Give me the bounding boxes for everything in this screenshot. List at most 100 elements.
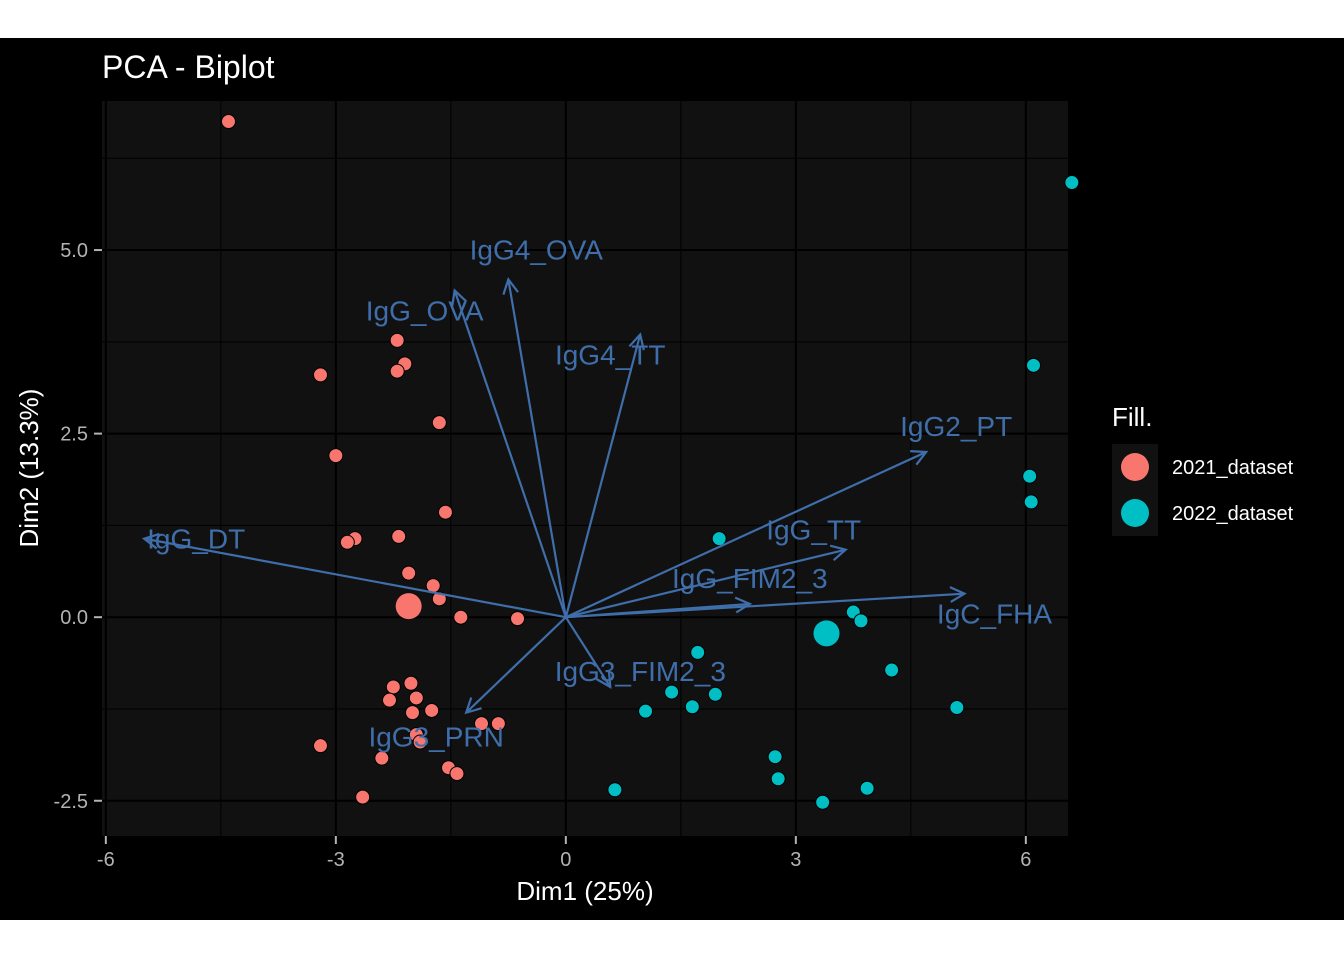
data-point-2021-dataset — [449, 766, 465, 782]
variable-label-igg4-tt: IgG4_TT — [555, 339, 665, 370]
arrowhead-igg-tt — [829, 544, 848, 562]
data-point-2022-dataset — [767, 749, 783, 765]
data-point-2022-dataset — [1026, 357, 1041, 373]
data-point-2021-dataset — [490, 716, 506, 732]
data-point-2021-dataset — [328, 448, 344, 464]
variable-label-igg4-ova: IgG4_OVA — [470, 234, 604, 265]
data-point-2021-dataset — [355, 789, 371, 805]
variable-label-igc-fha: IgC_FHA — [937, 599, 1052, 630]
x-axis: -6 -3 0 3 6 — [97, 836, 1031, 871]
legend-label-2022-dataset: 2022_dataset — [1172, 503, 1294, 525]
data-point-2021-dataset — [453, 609, 469, 625]
data-point-2022-dataset — [949, 700, 965, 716]
arrow-igg3-prn — [465, 616, 567, 714]
arrow-igg2-pt — [565, 450, 927, 619]
x-tick-label: -3 — [327, 849, 345, 871]
x-axis-title: Dim1 (25%) — [516, 876, 653, 906]
data-point-2021-dataset — [474, 716, 489, 732]
data-point-2022-dataset — [1022, 468, 1038, 484]
arrowhead-igg-ova — [451, 288, 468, 307]
data-point-2021-dataset — [408, 690, 424, 706]
group-centroids — [395, 593, 840, 647]
data-points — [221, 114, 1080, 810]
arrowhead-igg-dt — [141, 532, 160, 550]
arrow-igg3-fim2-3 — [564, 616, 612, 688]
data-point-2022-dataset — [711, 531, 727, 547]
data-point-2021-dataset — [313, 738, 328, 754]
variable-label-igg-dt: IgG_DT — [147, 524, 245, 555]
data-point-2021-dataset — [389, 332, 405, 348]
data-point-2021-dataset — [403, 675, 419, 691]
data-point-2022-dataset — [684, 699, 700, 715]
data-point-2021-dataset — [431, 415, 447, 431]
data-point-2021-dataset — [313, 367, 328, 383]
figure-canvas: PCA - Biplot IgG4_OVA IgG_OVA IgG4_TT IgG2_… — [0, 38, 1344, 920]
centroid-2022-dataset — [813, 620, 840, 647]
arrowhead-igg4-ova — [502, 277, 519, 295]
y-tick-label: -2.5 — [54, 791, 88, 813]
legend: Fill. 2021_dataset 2022_dataset — [1112, 402, 1294, 536]
arrow-igg4-ova — [507, 279, 567, 618]
variable-label-igg-tt: IgG_TT — [766, 515, 861, 546]
x-tick-label: 0 — [560, 849, 571, 871]
data-point-2022-dataset — [884, 662, 900, 678]
variable-label-igg-ova: IgG_OVA — [366, 295, 484, 326]
arrowhead-igg4-tt — [628, 332, 645, 351]
variable-label-igg3-prn: IgG3_PRN — [368, 722, 503, 753]
data-point-2021-dataset — [221, 114, 236, 130]
data-point-2021-dataset — [437, 504, 453, 520]
grid-lines — [102, 101, 1068, 836]
data-point-2022-dataset — [607, 782, 623, 798]
y-axis: -2.5 0.0 2.5 5.0 — [54, 240, 102, 813]
arrowhead-igc-fha — [949, 586, 967, 603]
legend-label-2021-dataset: 2021_dataset — [1172, 457, 1294, 479]
variable-label-igg2-pt: IgG2_PT — [900, 411, 1012, 442]
y-tick-label: 2.5 — [60, 424, 88, 446]
data-point-2022-dataset — [1023, 494, 1039, 510]
legend-key-2022-dataset — [1121, 499, 1149, 527]
variable-label-igg3-fim2-3: IgG3_FIM2_3 — [555, 656, 726, 687]
legend-title: Fill. — [1112, 402, 1152, 432]
data-point-2022-dataset — [690, 644, 706, 660]
y-axis-title: Dim2 (13.3%) — [14, 389, 44, 548]
data-point-2021-dataset — [510, 611, 526, 627]
centroid-2021-dataset — [395, 593, 422, 620]
data-point-2021-dataset — [339, 534, 355, 550]
x-tick-label: 3 — [790, 849, 801, 871]
pca-biplot-chart: PCA - Biplot IgG4_OVA IgG_OVA IgG4_TT IgG2_… — [14, 49, 1294, 906]
arrowhead-igg3-fim2-3 — [595, 670, 612, 689]
data-point-2022-dataset — [664, 684, 680, 700]
data-point-2021-dataset — [382, 692, 397, 708]
data-point-2021-dataset — [412, 734, 428, 750]
data-point-2021-dataset — [405, 705, 420, 721]
arrow-igg-tt — [565, 548, 846, 619]
chart-title: PCA - Biplot — [102, 49, 275, 85]
variable-arrows — [141, 277, 967, 715]
x-tick-label: -6 — [97, 849, 115, 871]
data-point-2021-dataset — [424, 702, 440, 718]
data-point-2022-dataset — [1064, 175, 1080, 191]
data-point-2022-dataset — [853, 613, 869, 629]
arrowhead-igg2-pt — [910, 450, 929, 466]
y-tick-label: 5.0 — [60, 240, 88, 262]
data-point-2021-dataset — [391, 528, 407, 544]
x-tick-label: 6 — [1020, 849, 1031, 871]
data-point-2022-dataset — [815, 794, 831, 810]
arrow-igg-dt — [143, 537, 567, 619]
variable-labels: IgG4_OVA IgG_OVA IgG4_TT IgG2_PT IgG_DT IgG_T… — [147, 234, 1052, 752]
variable-label-igg-fim2-3: IgG_FIM2_3 — [672, 563, 828, 594]
data-point-2021-dataset — [389, 363, 405, 379]
data-point-2022-dataset — [770, 771, 786, 787]
data-point-2021-dataset — [385, 679, 401, 695]
arrowhead-igg-fim2-3 — [734, 596, 753, 614]
arrow-igg-ova — [453, 290, 567, 618]
arrowhead-igg3-prn — [464, 697, 482, 715]
plot-panel — [102, 101, 1068, 836]
y-tick-label: 0.0 — [60, 607, 88, 629]
data-point-2022-dataset — [707, 686, 723, 702]
data-point-2022-dataset — [859, 780, 875, 796]
data-point-2022-dataset — [638, 703, 654, 719]
legend-key-2021-dataset — [1121, 453, 1149, 481]
data-point-2021-dataset — [374, 750, 390, 766]
arrow-igc-fha — [565, 592, 965, 619]
